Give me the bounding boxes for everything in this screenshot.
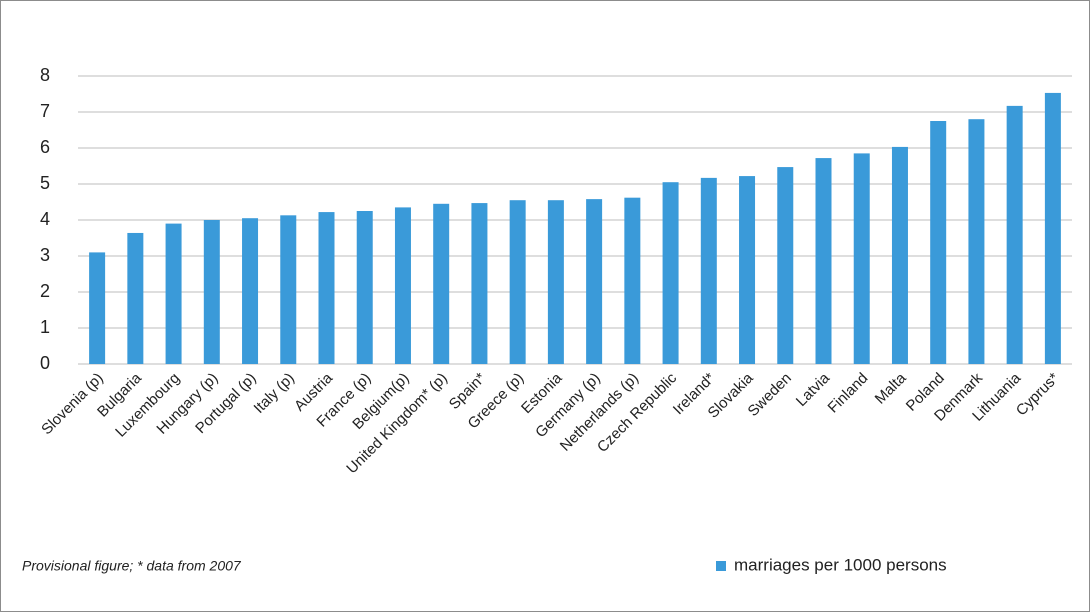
bar — [242, 218, 259, 364]
bar — [471, 203, 488, 364]
bar — [1006, 105, 1023, 364]
bar — [853, 153, 870, 364]
bar — [968, 119, 985, 364]
y-tick-label: 0 — [40, 353, 50, 373]
bar — [624, 197, 641, 364]
y-tick-label: 5 — [40, 173, 50, 193]
legend-label: marriages per 1000 persons — [734, 555, 947, 574]
bar — [700, 177, 717, 364]
bar — [739, 176, 756, 364]
bar — [891, 146, 908, 364]
y-tick-label: 8 — [40, 65, 50, 85]
bar — [930, 121, 947, 364]
bar — [815, 158, 832, 364]
y-tick-label: 3 — [40, 245, 50, 265]
bar — [127, 232, 144, 364]
bar — [318, 212, 335, 364]
bar — [1044, 92, 1061, 365]
y-tick-label: 6 — [40, 137, 50, 157]
bar — [280, 215, 297, 364]
y-tick-label: 2 — [40, 281, 50, 301]
y-tick-label: 1 — [40, 317, 50, 337]
footnote: Provisional figure; * data from 2007 — [22, 558, 242, 574]
y-tick-label: 4 — [40, 209, 50, 229]
legend-swatch — [716, 561, 726, 571]
bar — [662, 182, 679, 364]
bar — [394, 207, 411, 364]
bar — [356, 211, 373, 364]
bar — [165, 223, 182, 364]
bar — [547, 200, 564, 364]
bar — [509, 200, 526, 364]
bar — [777, 167, 794, 364]
bar — [586, 199, 603, 364]
bar — [203, 220, 220, 364]
bar — [89, 252, 106, 364]
bar — [433, 203, 450, 364]
y-tick-label: 7 — [40, 101, 50, 121]
